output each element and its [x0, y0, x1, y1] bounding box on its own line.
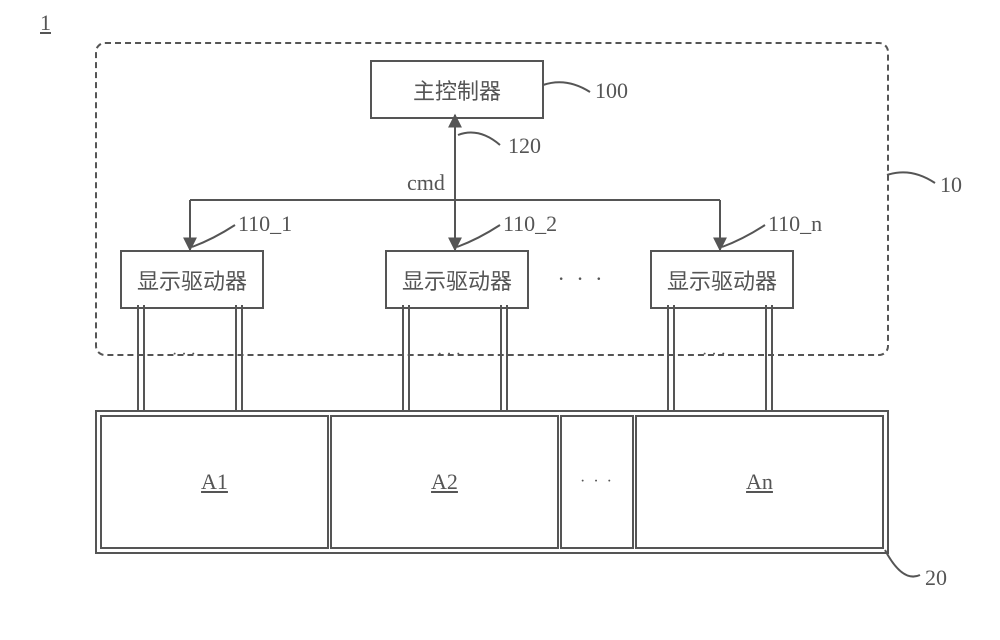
connectors-layer — [0, 0, 1000, 640]
